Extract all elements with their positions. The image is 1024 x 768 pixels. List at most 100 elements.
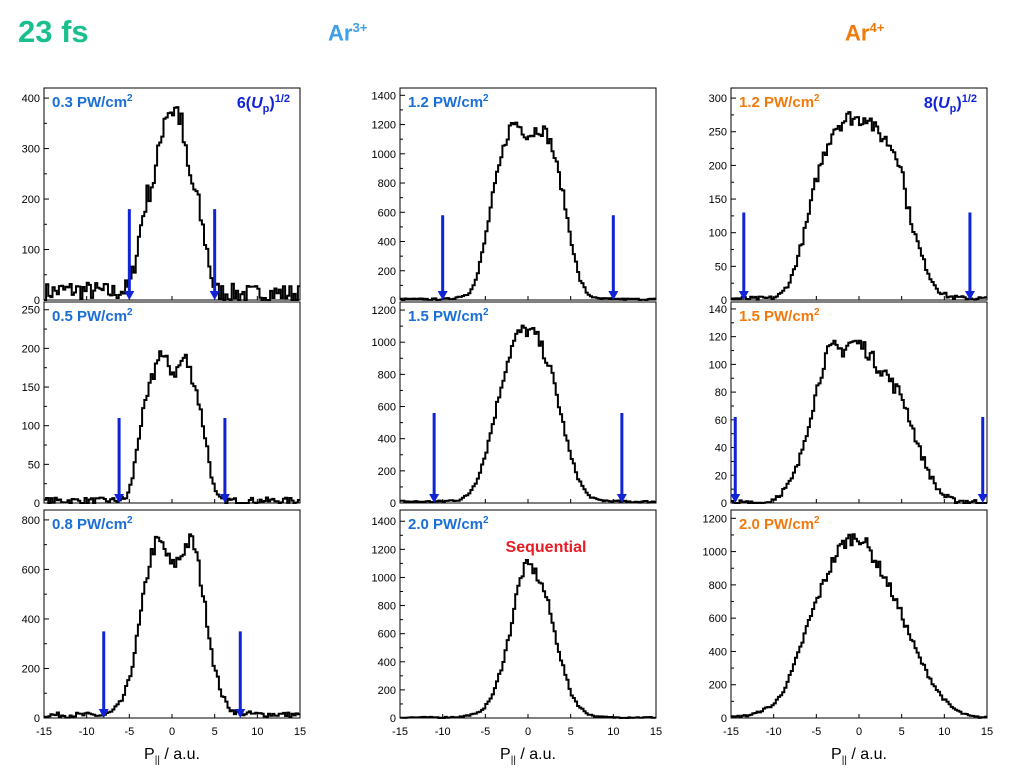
y-tick-label: 0 xyxy=(34,713,40,725)
intensity-exponent: 2 xyxy=(483,515,489,526)
x-tick-label: -10 xyxy=(766,726,782,738)
cutoff-arrow-head xyxy=(977,494,988,503)
intensity-label: 0.5 PW/cm2 xyxy=(52,307,133,325)
x-tick-label: 15 xyxy=(981,726,993,738)
y-tick-label: 400 xyxy=(378,237,396,249)
y-tick-label: 1000 xyxy=(703,547,727,559)
annotation-exponent: 1/2 xyxy=(962,93,977,105)
y-tick-label: 200 xyxy=(378,466,396,478)
x-tick-label: -5 xyxy=(811,726,821,738)
y-tick-label: 200 xyxy=(709,680,727,692)
intensity-exponent: 2 xyxy=(814,93,820,104)
panel-frame xyxy=(43,509,301,719)
annotation-variable: U xyxy=(251,95,263,112)
panel-2-1: 0 20 40 60 80 100 120 140 1.5 PW/cm2 xyxy=(709,301,988,510)
intensity-value: 1.5 PW/cm xyxy=(408,308,483,325)
cutoff-arrow-head xyxy=(114,494,125,503)
x-axis-title-base: P xyxy=(831,746,842,763)
x-axis-title-subscript: || xyxy=(155,755,160,766)
histogram-trace xyxy=(731,111,987,301)
intensity-value: 1.2 PW/cm xyxy=(408,94,483,111)
x-tick-label: -15 xyxy=(392,726,408,738)
cutoff-arrow-head xyxy=(616,494,627,503)
x-tick-label: -15 xyxy=(36,726,52,738)
pulse-duration-label: 23 fs xyxy=(18,14,89,50)
intensity-label: 2.0 PW/cm2 xyxy=(408,515,489,533)
x-axis-title-subscript: || xyxy=(511,755,516,766)
y-tick-label: 300 xyxy=(22,144,40,156)
intensity-exponent: 2 xyxy=(483,93,489,104)
y-tick-label: 1000 xyxy=(372,337,396,349)
pulse-duration-text: 23 fs xyxy=(18,14,89,49)
cutoff-arrow-head xyxy=(730,494,741,503)
panel-1-2: 0 200 400 600 800 1000 1200 1400 -15 -10 -5 0 5 10 15 2… xyxy=(372,509,662,738)
x-axis-title-base: P xyxy=(500,746,511,763)
x-axis-title-unit: / a.u. xyxy=(516,746,556,763)
y-tick-label: 800 xyxy=(22,515,40,527)
y-tick-label: 600 xyxy=(378,402,396,414)
histogram-trace xyxy=(44,533,300,719)
cutoff-arrow-head xyxy=(124,291,135,300)
panel-2-2: 0 200 400 600 800 1000 1200 -15 -10 -5 0 5 10 15 2.0 P… xyxy=(703,509,993,738)
intensity-label: 2.0 PW/cm2 xyxy=(739,515,820,533)
x-tick-label: -10 xyxy=(79,726,95,738)
panel-2-0: 0 50 100 150 200 250 300 1.2 PW/cm2 8(Up)1/2 xyxy=(709,87,988,307)
y-tick-label: 600 xyxy=(709,613,727,625)
annotation-prefix: 8( xyxy=(924,95,939,112)
x-axis-title-unit: / a.u. xyxy=(160,746,200,763)
panel-frame xyxy=(43,87,301,301)
intensity-value: 0.3 PW/cm xyxy=(52,94,127,111)
y-tick-label: 120 xyxy=(709,332,727,344)
y-tick-label: 0 xyxy=(390,713,396,725)
intensity-value: 0.5 PW/cm xyxy=(52,308,127,325)
panel-1-1: 0 200 400 600 800 1000 1200 1.5 PW/cm2 xyxy=(372,301,657,510)
y-tick-label: 400 xyxy=(709,646,727,658)
y-tick-label: 200 xyxy=(22,663,40,675)
panel-0-0: 0 100 200 300 400 0.3 PW/cm2 6(Up)1/2 xyxy=(22,87,301,307)
y-tick-label: 300 xyxy=(709,93,727,105)
y-tick-label: 400 xyxy=(22,93,40,105)
annotation-exponent: 1/2 xyxy=(275,93,290,105)
y-tick-label: 600 xyxy=(22,564,40,576)
y-tick-label: 80 xyxy=(715,387,727,399)
ar4-symbol: Ar xyxy=(845,20,870,46)
panel-frame xyxy=(43,301,301,504)
y-tick-label: 50 xyxy=(28,459,40,471)
y-tick-label: 1200 xyxy=(372,305,396,317)
x-tick-label: -5 xyxy=(124,726,134,738)
cutoff-arrow-head xyxy=(209,291,220,300)
intensity-label: 1.5 PW/cm2 xyxy=(408,307,489,325)
cutoff-arrow-head xyxy=(964,291,975,300)
x-axis-title-subscript: || xyxy=(842,755,847,766)
y-tick-label: 200 xyxy=(378,685,396,697)
intensity-value: 2.0 PW/cm xyxy=(739,516,814,533)
cutoff-arrow-head xyxy=(235,709,246,718)
y-tick-label: 40 xyxy=(715,443,727,455)
y-tick-label: 1200 xyxy=(703,513,727,525)
y-tick-label: 1000 xyxy=(372,149,396,161)
y-tick-label: 1000 xyxy=(372,572,396,584)
cutoff-arrow-head xyxy=(98,709,109,718)
x-tick-label: 10 xyxy=(938,726,950,738)
cutoff-arrow-head xyxy=(429,494,440,503)
x-tick-label: 0 xyxy=(856,726,862,738)
intensity-label: 1.2 PW/cm2 xyxy=(408,93,489,111)
x-tick-label: -10 xyxy=(435,726,451,738)
y-tick-label: 1400 xyxy=(372,90,396,102)
ar3-symbol: Ar xyxy=(328,20,353,46)
annotation-subscript: p xyxy=(263,103,270,115)
annotation-subscript: p xyxy=(950,103,957,115)
panel-1-0: 0 200 400 600 800 1000 1200 1400 1.2 PW/cm2 xyxy=(372,87,657,307)
x-tick-label: -5 xyxy=(480,726,490,738)
y-tick-label: 1400 xyxy=(372,516,396,528)
y-tick-label: 50 xyxy=(715,261,727,273)
y-tick-label: 100 xyxy=(709,359,727,371)
intensity-value: 1.5 PW/cm xyxy=(739,308,814,325)
y-tick-label: 200 xyxy=(378,266,396,278)
histogram-trace xyxy=(731,533,987,719)
cutoff-arrow-head xyxy=(219,494,230,503)
intensity-exponent: 2 xyxy=(483,307,489,318)
panel-0-2: 0 200 400 600 800 -15 -10 -5 0 5 10 15 0.8 PW/cm2 xyxy=(22,509,306,738)
